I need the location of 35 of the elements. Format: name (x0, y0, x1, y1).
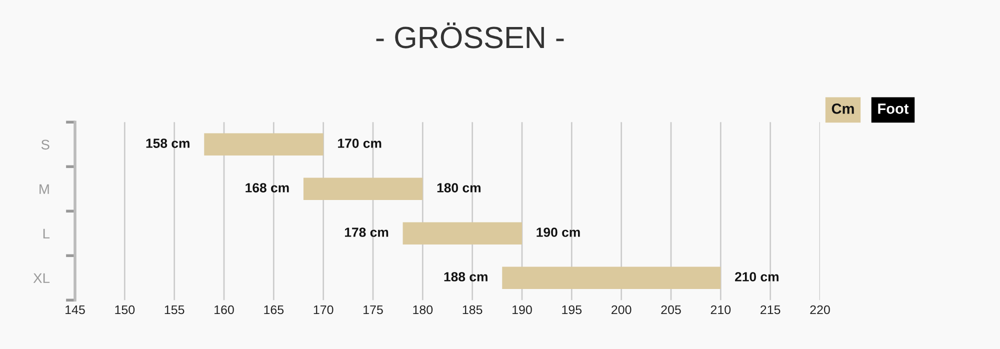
annotation: 168 cm (246, 183, 289, 192)
y-tick-label: L (43, 228, 50, 238)
chart-title: - GRÖSSEN - (376, 22, 564, 48)
x-tick-label: 175 (364, 305, 383, 314)
x-tick-label: 215 (760, 305, 780, 314)
annotation: 180 cm (437, 183, 480, 192)
annotation: 188 cm (444, 272, 488, 282)
bar (502, 266, 721, 290)
y-tick-label: M (40, 184, 49, 194)
x-tick-label: 170 (314, 305, 334, 314)
annotation: 158 cm (146, 138, 190, 148)
annotation: 190 cm (536, 228, 580, 237)
x-tick-label: 180 (413, 305, 433, 314)
x-tick-label: 205 (661, 305, 681, 314)
annotation: 178 cm (344, 228, 388, 237)
annotation: 210 cm (735, 272, 778, 282)
text: Foot (878, 104, 909, 114)
bar (303, 178, 423, 200)
x-tick-label: 155 (164, 305, 184, 314)
y-tick-label: S (41, 140, 50, 150)
bar (402, 222, 522, 245)
x-tick-label: 210 (710, 305, 731, 314)
x-tick-label: 160 (214, 305, 234, 314)
bar (204, 133, 324, 156)
x-tick-label: 220 (810, 305, 830, 314)
x-tick-label: 195 (562, 305, 582, 314)
x-tick-label: 200 (612, 305, 632, 314)
x-tick-label: 150 (115, 305, 135, 314)
x-tick-label: 185 (462, 305, 482, 314)
annotation: 170 cm (338, 138, 382, 148)
y-tick-label: XL (33, 273, 50, 283)
x-tick-label: 165 (264, 305, 284, 314)
text: Cm (832, 104, 854, 114)
x-tick-label: 190 (512, 305, 532, 314)
x-tick-label: 145 (66, 305, 85, 314)
